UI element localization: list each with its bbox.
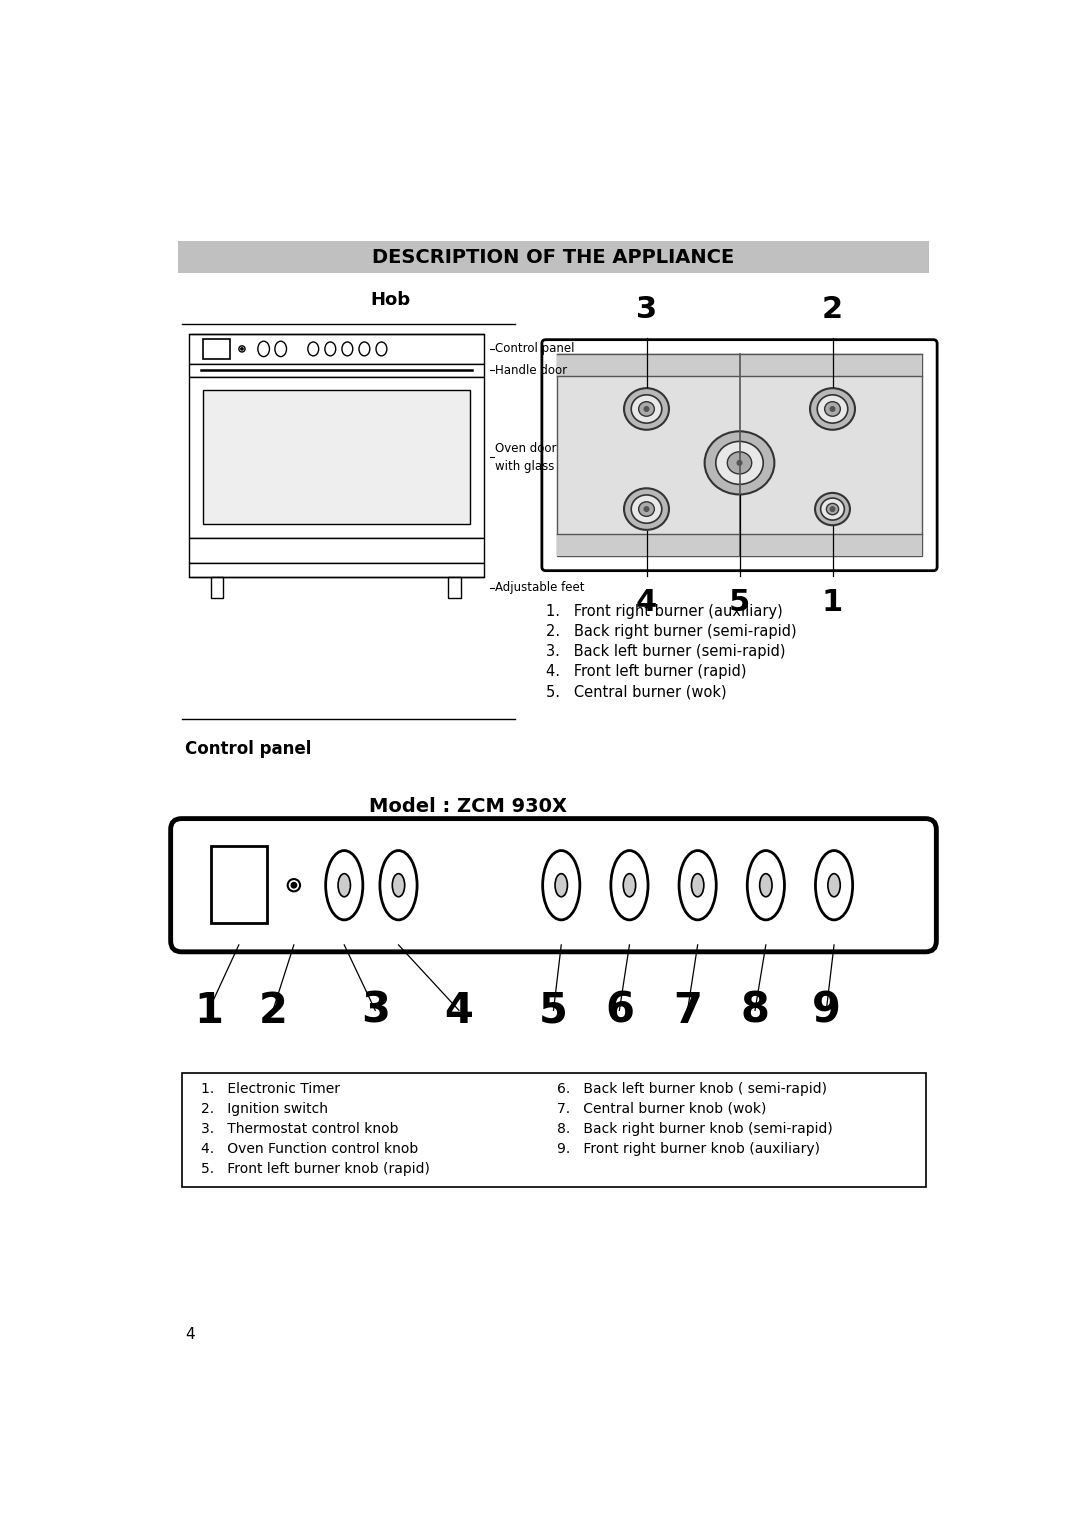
Ellipse shape (821, 498, 845, 520)
Ellipse shape (342, 342, 353, 356)
Circle shape (644, 507, 649, 512)
Ellipse shape (818, 394, 848, 423)
Text: 4: 4 (636, 588, 657, 617)
Text: 2: 2 (822, 295, 843, 324)
Text: 5: 5 (539, 990, 568, 1031)
Ellipse shape (258, 341, 270, 356)
Text: 2: 2 (258, 990, 287, 1031)
Bar (189, 562, 484, 578)
Text: 8.   Back right burner knob (semi-rapid): 8. Back right burner knob (semi-rapid) (557, 1122, 833, 1135)
Text: Adjustable feet: Adjustable feet (496, 581, 585, 594)
Ellipse shape (826, 503, 838, 515)
Ellipse shape (815, 851, 852, 920)
Bar (181, 1074, 926, 1187)
Text: 4.   Front left burner (rapid): 4. Front left burner (rapid) (545, 665, 746, 678)
Text: 5.   Central burner (wok): 5. Central burner (wok) (545, 685, 727, 698)
Ellipse shape (747, 851, 784, 920)
Text: Control panel: Control panel (186, 740, 312, 758)
Ellipse shape (815, 494, 850, 526)
Text: 3: 3 (636, 295, 657, 324)
Circle shape (831, 507, 835, 512)
Ellipse shape (308, 342, 319, 356)
Bar (189, 376, 484, 538)
Ellipse shape (542, 851, 580, 920)
Text: 3.   Back left burner (semi-rapid): 3. Back left burner (semi-rapid) (545, 643, 785, 659)
Ellipse shape (828, 874, 840, 897)
Text: 3.   Thermostat control knob: 3. Thermostat control knob (201, 1122, 399, 1135)
Ellipse shape (638, 501, 654, 516)
Ellipse shape (631, 394, 662, 423)
Text: 2.   Back right burner (semi-rapid): 2. Back right burner (semi-rapid) (545, 623, 796, 639)
Circle shape (738, 460, 742, 465)
Ellipse shape (392, 874, 405, 897)
Text: Handle door: Handle door (496, 364, 567, 377)
Ellipse shape (727, 452, 752, 474)
Ellipse shape (716, 442, 764, 484)
Ellipse shape (624, 489, 669, 530)
Text: 9.   Front right burner knob (auxiliary): 9. Front right burner knob (auxiliary) (557, 1141, 821, 1157)
Bar (203, 339, 230, 359)
Ellipse shape (623, 874, 636, 897)
Text: Model : ZCM 930X: Model : ZCM 930X (369, 796, 567, 816)
Text: 5.   Front left burner knob (rapid): 5. Front left burner knob (rapid) (201, 1161, 430, 1177)
Text: 4: 4 (445, 990, 473, 1031)
Ellipse shape (338, 874, 350, 897)
Text: 6: 6 (605, 990, 634, 1031)
Text: 7.   Central burner knob (wok): 7. Central burner knob (wok) (557, 1102, 767, 1115)
Bar (189, 538, 484, 562)
Ellipse shape (380, 851, 417, 920)
Text: 5: 5 (729, 588, 751, 617)
Ellipse shape (631, 495, 662, 523)
Ellipse shape (704, 431, 774, 495)
Text: Oven door: Oven door (496, 442, 557, 455)
Ellipse shape (555, 874, 567, 897)
Text: Hob: Hob (370, 292, 410, 309)
Ellipse shape (376, 342, 387, 356)
Text: 7: 7 (673, 990, 702, 1031)
Ellipse shape (624, 388, 669, 429)
Text: Control panel: Control panel (496, 342, 575, 356)
Bar (211, 578, 224, 599)
Ellipse shape (638, 402, 654, 416)
Text: 1: 1 (822, 588, 843, 617)
Circle shape (292, 883, 297, 888)
Ellipse shape (359, 342, 369, 356)
Text: 1.   Electronic Timer: 1. Electronic Timer (201, 1082, 340, 1096)
Circle shape (644, 406, 649, 411)
Ellipse shape (810, 388, 855, 429)
Bar (203, 391, 470, 524)
Ellipse shape (759, 874, 772, 897)
Bar (177, 241, 930, 274)
Bar (556, 354, 922, 556)
Text: 9: 9 (812, 990, 840, 1031)
Text: 1.   Front right burner (auxiliary): 1. Front right burner (auxiliary) (545, 604, 783, 619)
Ellipse shape (325, 342, 336, 356)
Text: 2.   Ignition switch: 2. Ignition switch (201, 1102, 328, 1115)
Text: 8: 8 (741, 990, 769, 1031)
Text: 4.   Oven Function control knob: 4. Oven Function control knob (201, 1141, 418, 1157)
FancyBboxPatch shape (171, 819, 936, 952)
Bar (448, 578, 460, 599)
Text: 6.   Back left burner knob ( semi-rapid): 6. Back left burner knob ( semi-rapid) (557, 1082, 827, 1096)
Text: 4: 4 (186, 1326, 195, 1342)
Ellipse shape (691, 874, 704, 897)
Bar (556, 535, 922, 556)
Ellipse shape (679, 851, 716, 920)
FancyBboxPatch shape (542, 339, 937, 570)
Text: DESCRIPTION OF THE APPLIANCE: DESCRIPTION OF THE APPLIANCE (373, 248, 734, 267)
Bar (211, 847, 267, 923)
Text: 3: 3 (361, 990, 390, 1031)
Bar (556, 354, 922, 376)
Bar (189, 333, 484, 364)
Ellipse shape (275, 341, 286, 356)
Ellipse shape (825, 402, 840, 416)
Text: 1: 1 (194, 990, 224, 1031)
Circle shape (241, 348, 243, 350)
Circle shape (831, 406, 835, 411)
Ellipse shape (326, 851, 363, 920)
Bar (189, 364, 484, 376)
Ellipse shape (611, 851, 648, 920)
Text: with glass: with glass (496, 460, 555, 472)
